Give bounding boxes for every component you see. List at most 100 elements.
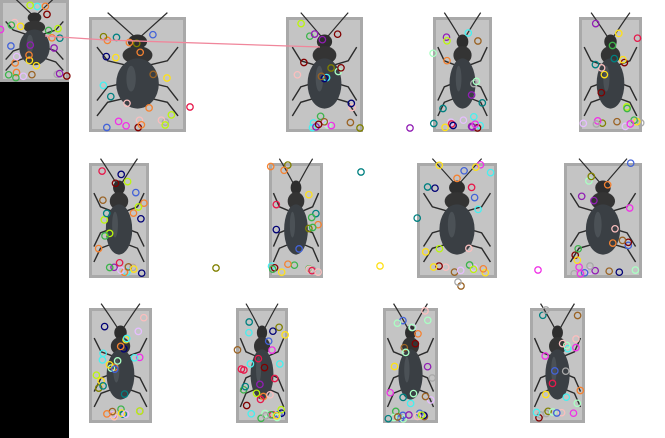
keypoint-marker [212,264,220,272]
keypoint-marker [100,216,109,224]
keypoint-marker [44,26,53,35]
beetle-leg [150,97,179,117]
match-line [105,39,321,48]
keypoint-marker [443,56,451,65]
keypoint-marker [269,327,277,336]
keypoint-marker [347,99,356,108]
keypoint-marker [614,29,623,38]
keypoint-marker [429,49,437,58]
keypoint-marker [548,408,557,416]
keypoint-marker [409,389,418,398]
beetle-leg [417,337,435,357]
keypoint-marker [293,70,302,79]
beetle-thorax [23,20,46,34]
keypoint-cluster [92,313,148,421]
keypoint-marker [264,337,273,346]
keypoint-marker [384,414,393,423]
keypoint-marker [132,39,141,48]
keypoint-marker [608,239,617,247]
keypoint-cluster [266,161,322,277]
beetle-leg [126,243,145,263]
beetle-thorax [312,46,337,65]
keypoint-marker [441,123,449,132]
keypoint-marker [305,32,314,41]
beetle-leg [386,337,404,357]
keypoint-marker [626,159,635,168]
keypoint-marker [562,341,571,350]
keypoint-marker [307,213,316,222]
beetle-head [552,325,563,340]
keypoint-marker [167,111,176,119]
keypoint-marker [309,119,318,127]
query-thumbnail [0,0,71,82]
keypoint-marker [117,409,126,418]
keypoint-marker [624,241,633,250]
keypoint-marker [453,174,461,183]
keypoint-marker [478,99,487,107]
keypoint-marker [111,53,120,62]
beetle-leg [569,192,593,212]
beetle-leg [239,388,256,408]
keypoint-marker [573,311,582,320]
beetle-highlight [404,356,410,383]
keypoint-marker [479,264,488,273]
keypoint-marker [130,353,139,362]
beetle-head [449,180,465,195]
keypoint-marker [356,124,364,132]
keypoint-marker [333,30,342,39]
keypoint-marker [106,92,115,101]
keypoint-marker [615,268,624,277]
beetle-antenna [298,158,314,184]
beetle-1-2 [286,12,364,132]
keypoint-marker [459,116,468,125]
keypoint-marker [544,407,552,416]
beetle-highlight [447,211,456,238]
keypoint-marker [541,390,550,399]
beetle-thorax [287,192,305,211]
keypoint-marker [414,329,422,338]
beetle-3-3 [383,303,438,423]
keypoint-marker [569,409,578,418]
beetle-abdomen [585,204,621,255]
keypoint-marker [252,389,261,398]
keypoint-marker [139,313,148,322]
keypoint-marker [585,267,594,275]
beetle-antenna [578,158,601,184]
keypoint-marker [393,413,402,421]
beetle-highlight [551,356,557,383]
keypoint-marker [636,119,645,127]
keypoint-marker [572,343,580,352]
keypoint-cluster [233,318,289,423]
keypoint-marker [7,21,16,30]
beetle-leg [618,97,638,117]
beetle-leg [93,243,112,263]
beetle-leg [470,97,488,117]
keypoint-marker [105,263,114,272]
keypoint-marker [12,68,21,77]
keypoint-marker [597,88,606,97]
keypoint-marker [247,409,256,418]
keypoint-marker [25,51,33,59]
beetle-head [456,34,469,49]
beetle-antenna [431,158,455,184]
keypoint-marker [357,168,365,176]
keypoint-marker [136,48,145,57]
beetle-leg [96,46,125,66]
keypoint-marker [623,104,631,113]
beetle-abdomen [449,58,476,109]
keypoint-marker [534,266,542,274]
keypoint-marker [558,339,567,348]
gallery-grid [89,12,645,423]
match-line [44,35,107,41]
keypoint-marker [116,342,125,351]
keypoint-marker [472,77,481,86]
keypoint-marker [464,29,473,37]
keypoint-marker [300,58,308,67]
keypoint-marker [245,328,253,337]
beetle-antenna [605,158,628,184]
keypoint-marker [465,261,474,269]
beetle-highlight [112,211,118,238]
keypoint-marker [110,263,118,272]
keypoint-marker [110,412,119,421]
keypoint-marker [401,348,410,357]
